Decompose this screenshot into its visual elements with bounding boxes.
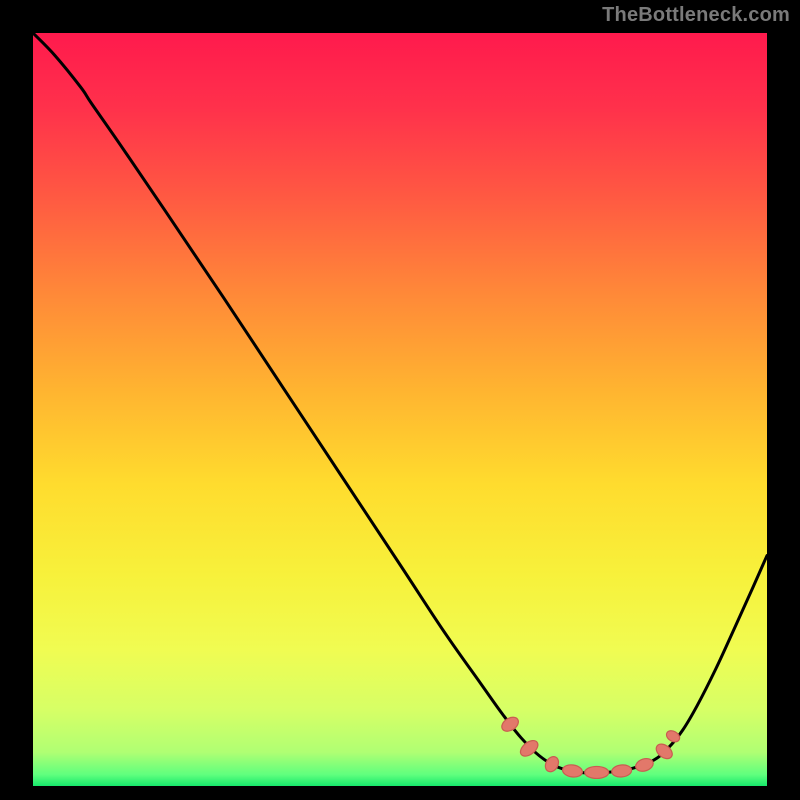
bottleneck-curve-chart: [0, 0, 800, 800]
watermark-text: TheBottleneck.com: [602, 4, 790, 27]
curve-marker: [585, 766, 609, 778]
gradient-background: [33, 33, 767, 786]
chart-stage: TheBottleneck.com: [0, 0, 800, 800]
